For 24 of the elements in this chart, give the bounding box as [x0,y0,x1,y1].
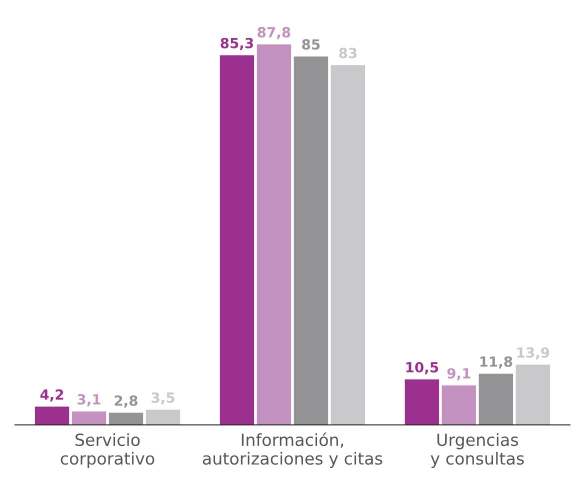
bar [72,411,106,425]
x-tick-label: Información, autorizaciones y citas [202,432,382,468]
bar [256,44,292,425]
data-label: 87,8 [258,26,290,40]
data-label: 10,5 [406,362,438,374]
x-tick-label: Urgencias y consultas [430,433,524,468]
data-label: 85,3 [220,38,254,50]
data-label: 2,8 [114,395,138,408]
bar [34,406,70,425]
data-label: 11,8 [480,356,512,369]
data-label: 4,2 [40,389,64,402]
bar [220,55,254,425]
bar [108,412,144,425]
bar [516,364,550,425]
data-label: 9,1 [447,368,470,380]
bar [330,65,366,425]
bar [294,56,328,425]
x-tick-label: Servicio corporativo [60,433,154,468]
bar [478,374,514,425]
bar [442,385,476,425]
bar [146,410,180,425]
bar [404,379,440,425]
data-label: 3,1 [78,394,100,406]
data-label: 85 [302,39,320,50]
